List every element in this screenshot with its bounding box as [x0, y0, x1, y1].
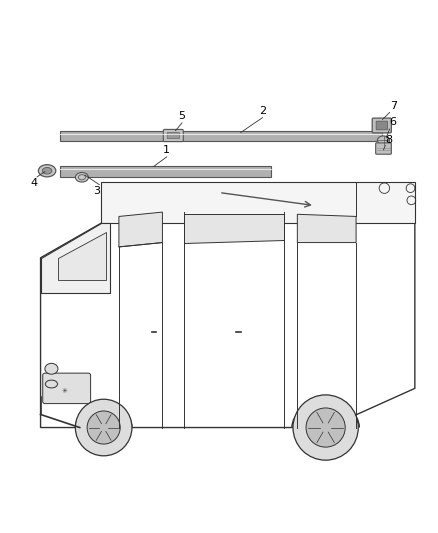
Text: 3: 3	[93, 187, 100, 197]
Text: 8: 8	[385, 135, 392, 144]
Text: 6: 6	[390, 117, 396, 127]
Circle shape	[75, 399, 132, 456]
Polygon shape	[297, 214, 356, 243]
Text: 4: 4	[31, 177, 38, 188]
Text: 7: 7	[390, 101, 397, 111]
FancyBboxPatch shape	[167, 133, 180, 139]
Circle shape	[293, 395, 358, 460]
Ellipse shape	[42, 167, 52, 174]
Text: 2: 2	[259, 106, 266, 116]
FancyBboxPatch shape	[376, 143, 391, 154]
Polygon shape	[58, 232, 106, 279]
Ellipse shape	[75, 173, 88, 182]
Ellipse shape	[45, 364, 58, 374]
FancyBboxPatch shape	[163, 130, 184, 142]
FancyBboxPatch shape	[376, 121, 388, 130]
Polygon shape	[41, 223, 110, 293]
Polygon shape	[119, 212, 162, 247]
Ellipse shape	[378, 136, 390, 144]
Ellipse shape	[46, 380, 57, 388]
Text: 1: 1	[163, 145, 170, 155]
FancyBboxPatch shape	[43, 373, 91, 403]
Polygon shape	[184, 214, 284, 243]
Text: 5: 5	[179, 111, 186, 121]
Circle shape	[87, 411, 120, 444]
Circle shape	[306, 408, 345, 447]
Text: ✳: ✳	[62, 387, 67, 393]
Polygon shape	[102, 182, 415, 223]
Polygon shape	[60, 131, 382, 141]
FancyBboxPatch shape	[372, 118, 391, 133]
Polygon shape	[60, 166, 271, 177]
Ellipse shape	[39, 165, 56, 177]
